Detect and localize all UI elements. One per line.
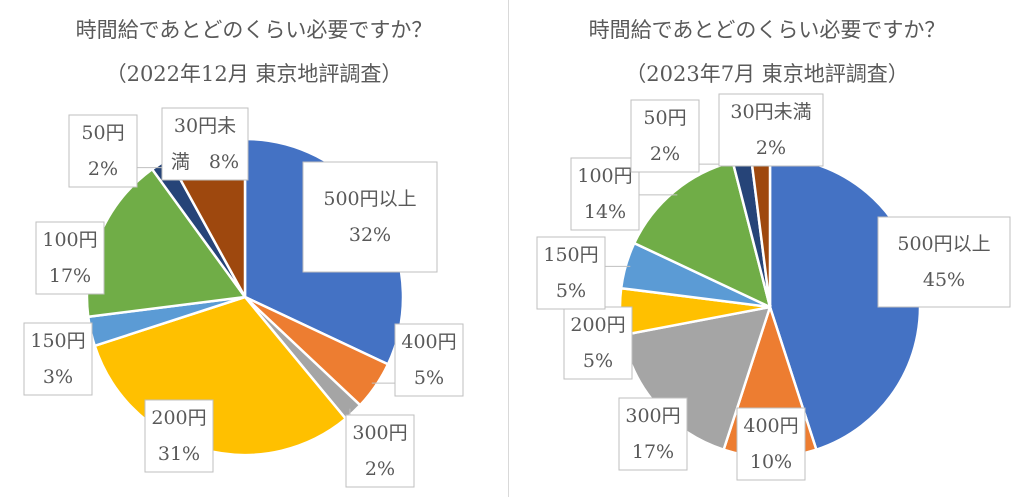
data-label: 100円 17% — [35, 221, 105, 295]
data-label-text: 50円 — [81, 122, 124, 144]
chart-panel-2022: 時間給であとどのくらい必要ですか？ （2022年12月 東京地評調査） 500円… — [0, 0, 508, 497]
data-label-box — [161, 107, 249, 181]
data-label-text: 17% — [632, 441, 674, 463]
data-label: 300円 17% — [618, 397, 688, 471]
chart-subtitle: （2023年7月 東京地評調査） — [625, 62, 909, 86]
data-label: 150円 3% — [23, 322, 93, 396]
data-label-text: 500円以上 — [323, 188, 416, 210]
data-label-text: 30円未 — [174, 115, 236, 137]
data-label-text: 50円 — [643, 107, 686, 129]
data-label-text: 3% — [43, 366, 73, 388]
data-label-text: 2% — [756, 137, 786, 159]
data-label-text: 満 8% — [171, 151, 239, 173]
data-label-text: 400円 — [401, 331, 456, 353]
data-label-box — [718, 93, 824, 167]
data-label-text: 17% — [49, 265, 91, 287]
data-label-text: 5% — [583, 350, 613, 372]
data-label-box — [35, 221, 105, 295]
data-label: 30円未満 8% — [161, 107, 249, 181]
data-label-text: 150円 — [30, 330, 85, 352]
data-label-text: 2% — [88, 158, 118, 180]
data-label-text: 5% — [414, 367, 444, 389]
data-label: 500円以上 32% — [302, 161, 438, 273]
data-label: 100円 14% — [570, 157, 640, 231]
data-label-box — [877, 216, 1011, 308]
chart-panel-2023: 時間給であとどのくらい必要ですか？ （2023年7月 東京地評調査） 500円以… — [510, 0, 1024, 497]
data-label-text: 30円未満 — [730, 101, 811, 123]
data-label-text: 200円 — [570, 314, 625, 336]
data-label: 50円 2% — [68, 114, 138, 188]
data-label-text: 45% — [923, 269, 965, 291]
data-label: 400円 5% — [394, 323, 464, 397]
data-label-text: 500円以上 — [897, 233, 990, 255]
data-label-text: 14% — [584, 201, 626, 223]
data-label-box — [68, 114, 138, 188]
data-label: 200円 31% — [144, 399, 214, 473]
data-label: 300円 2% — [345, 414, 415, 488]
data-label: 400円 10% — [736, 407, 806, 481]
data-label: 30円未満 2% — [718, 93, 824, 167]
data-label-text: 2% — [365, 458, 395, 480]
data-label-text: 2% — [650, 143, 680, 165]
data-label-box — [302, 161, 438, 273]
chart-title: 時間給であとどのくらい必要ですか？ — [75, 18, 433, 42]
data-label-text: 400円 — [743, 415, 798, 437]
data-label-box — [630, 99, 700, 173]
data-label-text: 300円 — [352, 422, 407, 444]
panel-divider — [508, 0, 509, 497]
data-label-box — [23, 322, 93, 396]
data-label-text: 31% — [158, 443, 200, 465]
data-label-text: 150円 — [543, 244, 598, 266]
data-label: 200円 5% — [563, 306, 633, 380]
chart-subtitle: （2022年12月 東京地評調査） — [105, 62, 403, 86]
chart-title: 時間給であとどのくらい必要ですか？ — [588, 18, 946, 42]
data-label-text: 10% — [750, 451, 792, 473]
data-label-text: 100円 — [42, 229, 97, 251]
data-label-box — [536, 236, 606, 310]
data-label-text: 32% — [349, 224, 391, 246]
data-label-text: 300円 — [625, 405, 680, 427]
data-label-text: 100円 — [577, 165, 632, 187]
data-label-box — [394, 323, 464, 397]
data-label-text: 5% — [556, 280, 586, 302]
pie-chart-2022: 500円以上 32% 400円 5% 300円 2% 200円 31% 150円 3% 100円 17… — [23, 107, 464, 488]
data-label-box — [345, 414, 415, 488]
data-label-text: 200円 — [151, 407, 206, 429]
data-label-box — [736, 407, 806, 481]
data-label: 150円 5% — [536, 236, 606, 310]
data-label-box — [570, 157, 640, 231]
data-label-box — [144, 399, 214, 473]
data-label-box — [618, 397, 688, 471]
data-label: 500円以上 45% — [877, 216, 1011, 308]
pie-chart-2023: 500円以上45%400円10%300円17%200円5%150円5%100円1… — [536, 93, 1011, 481]
data-label: 50円 2% — [630, 99, 700, 173]
